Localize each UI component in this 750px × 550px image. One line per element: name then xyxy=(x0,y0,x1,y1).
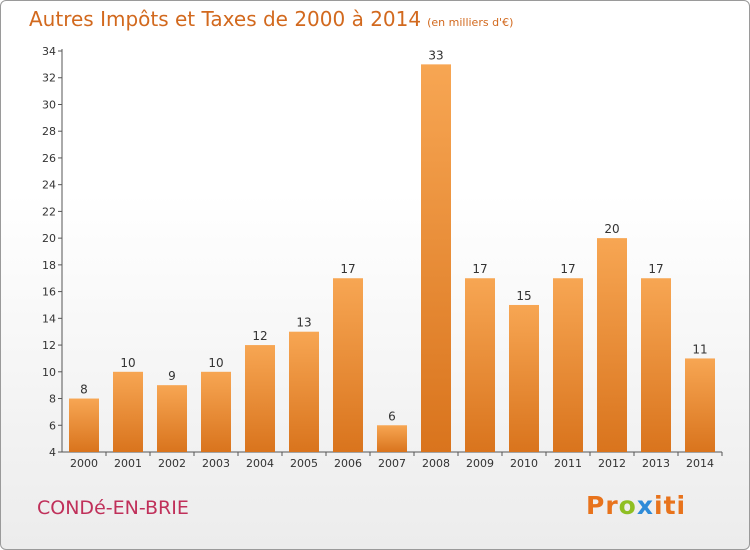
bar-2008 xyxy=(421,64,451,452)
value-label-2006: 17 xyxy=(340,262,355,276)
x-tick-label-2003: 2003 xyxy=(202,457,230,470)
y-tick-label: 34 xyxy=(42,45,56,58)
bar-2010 xyxy=(509,304,539,452)
x-tick-label-2010: 2010 xyxy=(510,457,538,470)
bar-2007 xyxy=(377,425,407,452)
value-label-2001: 10 xyxy=(120,356,135,370)
x-tick-label-2000: 2000 xyxy=(70,457,98,470)
y-tick-label: 14 xyxy=(42,312,56,325)
value-label-2003: 10 xyxy=(208,356,223,370)
logo-letter: x xyxy=(636,491,654,520)
y-tick-label: 8 xyxy=(49,393,56,406)
x-tick-label-2012: 2012 xyxy=(598,457,626,470)
value-label-2013: 17 xyxy=(648,262,663,276)
bar-2001 xyxy=(113,371,143,452)
y-tick-label: 28 xyxy=(42,125,56,138)
bar-2006 xyxy=(333,278,363,452)
x-tick-label-2008: 2008 xyxy=(422,457,450,470)
logo-letter: o xyxy=(618,491,637,520)
value-label-2009: 17 xyxy=(472,262,487,276)
bar-2004 xyxy=(245,345,275,452)
value-label-2002: 9 xyxy=(168,369,176,383)
proxiti-logo: Proxiti xyxy=(586,491,686,520)
logo-letter: i xyxy=(654,491,664,520)
logo-letter: t xyxy=(663,491,677,520)
y-tick-label: 30 xyxy=(42,98,56,111)
chart-title: Autres Impôts et Taxes de 2000 à 2014 (en… xyxy=(29,7,513,31)
value-label-2008: 33 xyxy=(428,48,443,62)
y-tick-label: 12 xyxy=(42,339,56,352)
logo-letter: r xyxy=(605,491,619,520)
axes: 4 6 8 10 12 14 16 18 20 22 24 26 28 30 32 34 2000 2001 200… xyxy=(42,45,723,470)
bar-2005 xyxy=(289,331,319,452)
bar-2009 xyxy=(465,278,495,452)
y-tick-label: 6 xyxy=(49,419,56,432)
x-tick-label-2002: 2002 xyxy=(158,457,186,470)
title-main: Autres Impôts et Taxes de 2000 à 2014 xyxy=(29,7,422,31)
value-label-2011: 17 xyxy=(560,262,575,276)
x-tick-label-2011: 2011 xyxy=(554,457,582,470)
x-tick-label-2005: 2005 xyxy=(290,457,318,470)
logo-letter: P xyxy=(586,491,606,520)
bar-2003 xyxy=(201,371,231,452)
value-label-2007: 6 xyxy=(388,409,396,423)
value-label-2005: 13 xyxy=(296,316,311,330)
y-tick-label: 20 xyxy=(42,232,56,245)
bar-2002 xyxy=(157,385,187,452)
x-tick-label-2009: 2009 xyxy=(466,457,494,470)
x-tick-label-2014: 2014 xyxy=(686,457,714,470)
city-name: CONDé-EN-BRIE xyxy=(37,497,189,519)
bars: 8 10 9 10 12 13 17 6 33 17 15 17 20 17 11 xyxy=(69,48,715,452)
bar-2014 xyxy=(685,358,715,452)
y-tick-label: 32 xyxy=(42,72,56,85)
y-tick-label: 24 xyxy=(42,179,56,192)
y-tick-label: 22 xyxy=(42,205,56,218)
y-tick-label: 16 xyxy=(42,286,56,299)
y-tick-label: 26 xyxy=(42,152,56,165)
bar-2012 xyxy=(597,238,627,452)
y-tick-label: 4 xyxy=(49,446,56,459)
y-tick-label: 18 xyxy=(42,259,56,272)
bar-2000 xyxy=(69,398,99,452)
value-label-2012: 20 xyxy=(604,222,619,236)
x-tick-label-2001: 2001 xyxy=(114,457,142,470)
y-tick-label: 10 xyxy=(42,366,56,379)
x-tick-label-2007: 2007 xyxy=(378,457,406,470)
x-tick-label-2006: 2006 xyxy=(334,457,362,470)
value-label-2010: 15 xyxy=(516,289,531,303)
title-unit: (en milliers d'€) xyxy=(427,16,514,29)
logo-letter: i xyxy=(676,491,687,520)
x-tick-label-2004: 2004 xyxy=(246,457,274,470)
x-tick-label-2013: 2013 xyxy=(642,457,670,470)
bar-2013 xyxy=(641,278,671,452)
value-label-2014: 11 xyxy=(692,342,707,356)
value-label-2004: 12 xyxy=(252,329,267,343)
value-label-2000: 8 xyxy=(80,383,88,397)
bar-2011 xyxy=(553,278,583,452)
